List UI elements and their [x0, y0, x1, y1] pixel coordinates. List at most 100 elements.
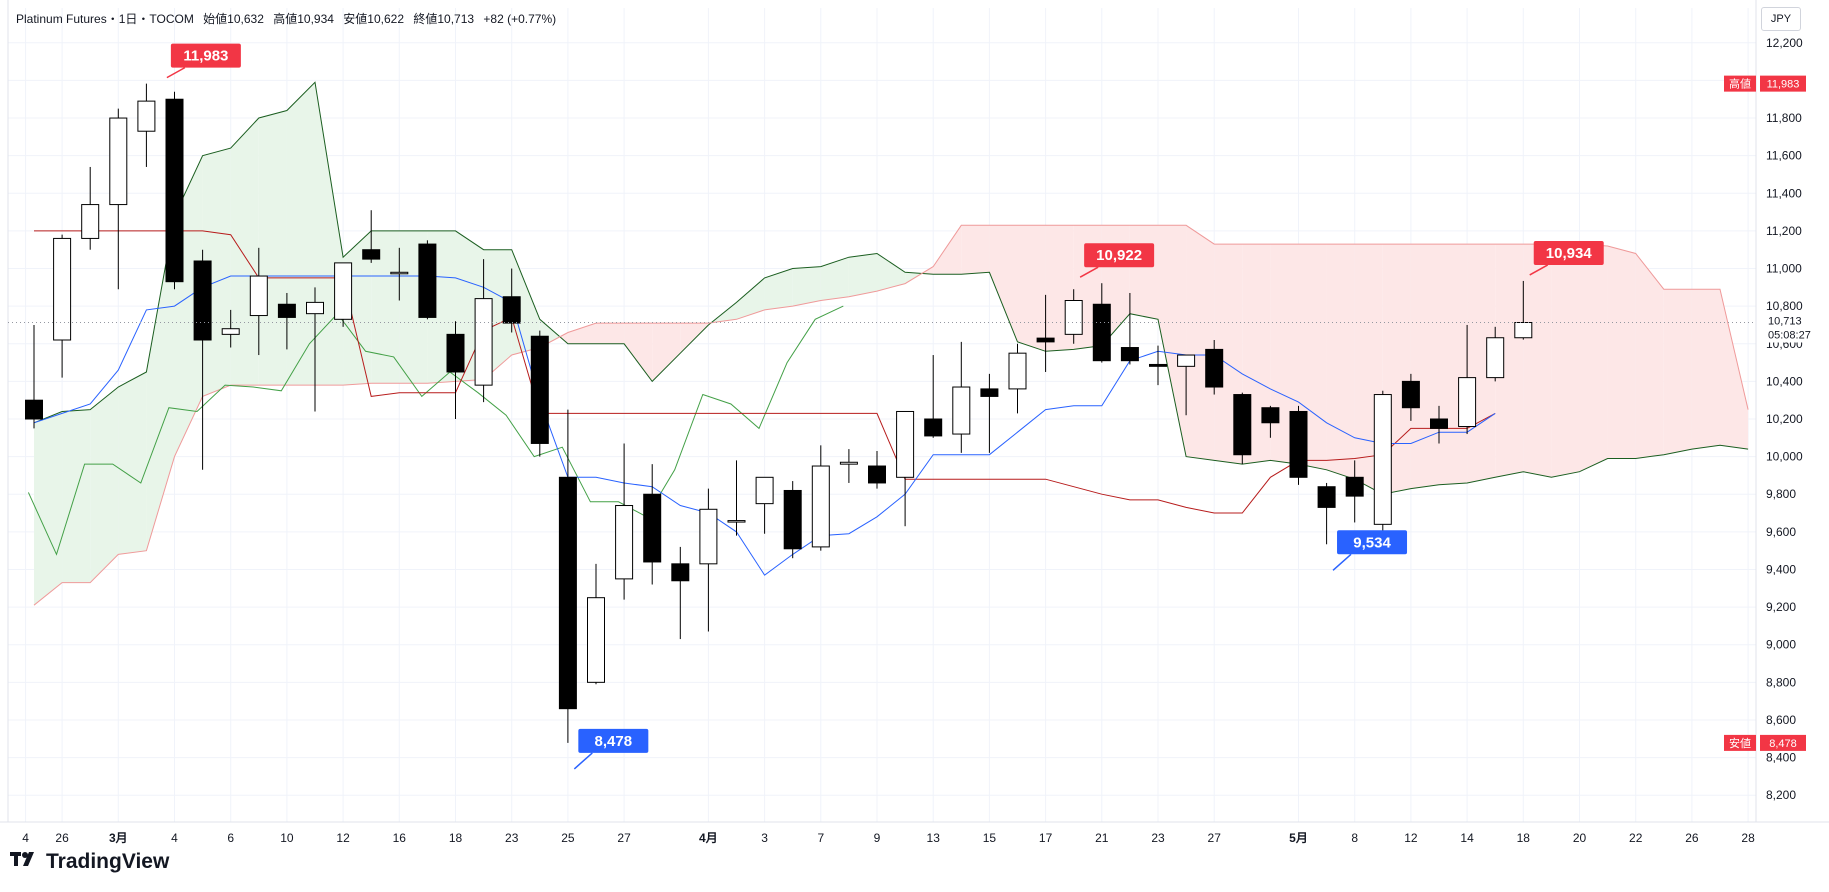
candle	[1514, 280, 1533, 340]
time-tick-label: 8	[1351, 831, 1358, 845]
cloud-fill	[848, 253, 877, 297]
candle	[193, 249, 212, 470]
price-tick-label: 9,200	[1766, 600, 1796, 614]
candle	[1486, 326, 1505, 382]
cloud-fill	[1439, 244, 1468, 485]
candle-body	[277, 303, 296, 318]
candle	[924, 355, 943, 438]
candle-body	[1373, 394, 1392, 525]
callout-leader	[1332, 553, 1352, 571]
open-value: 始値10,632	[203, 12, 264, 26]
candle-body	[615, 505, 634, 580]
candle-body	[643, 493, 662, 563]
candle	[306, 287, 324, 412]
currency-button[interactable]: JPY	[1761, 7, 1801, 31]
time-tick-label: 28	[1741, 831, 1755, 845]
cloud-fill	[624, 323, 653, 382]
time-tick-label: 4	[171, 831, 178, 845]
candle-body	[53, 237, 72, 341]
time-tick-label: 18	[1517, 831, 1531, 845]
callout-box	[1084, 243, 1155, 268]
candle-body	[1205, 348, 1224, 388]
candle	[277, 292, 296, 350]
candle-body	[390, 271, 409, 275]
candle	[390, 247, 409, 301]
candle	[1149, 345, 1167, 386]
callout-box	[1533, 240, 1604, 265]
candle	[53, 234, 72, 378]
time-tick-label: 18	[449, 831, 463, 845]
axis-tag-value: 8,478	[1769, 738, 1797, 750]
candle	[1289, 405, 1308, 485]
candle	[249, 247, 268, 356]
axis-tag-title-box	[1724, 75, 1756, 92]
candle-body	[25, 399, 43, 420]
candle	[25, 324, 43, 429]
candle	[81, 166, 100, 250]
candle-body	[418, 243, 437, 318]
candle-body	[727, 520, 746, 523]
cloud-fill	[1326, 244, 1355, 480]
time-axis[interactable]: 4 26 3月 4 6 10 12 16 18 23 25 27 4月 3 7 9 13 15 17 21 23 27 5月…	[22, 831, 1755, 845]
time-tick-label: 3	[761, 831, 768, 845]
candle-body	[896, 410, 915, 478]
time-tick-label: 4	[22, 831, 29, 845]
candle	[1205, 340, 1224, 395]
candle	[1036, 294, 1055, 372]
cloud-fill	[1720, 289, 1749, 450]
candle-body	[755, 476, 774, 505]
candle-body	[558, 476, 577, 710]
price-tick-label: 11,800	[1766, 111, 1802, 125]
cloud-fill	[596, 323, 625, 344]
price-axis[interactable]: 8,200 8,400 8,600 8,800 9,000 9,200 9,400 9,600…	[1766, 36, 1803, 802]
time-tick-label: 7	[817, 831, 824, 845]
candle-body	[1430, 418, 1448, 429]
last-price-box	[1758, 312, 1818, 343]
candle-body	[924, 418, 943, 437]
candle-body	[137, 100, 156, 132]
high-price-callout: 10,934	[1529, 240, 1604, 276]
price-tick-label: 11,200	[1766, 224, 1802, 238]
time-tick-label: 22	[1629, 831, 1643, 845]
time-tick-label: 27	[617, 831, 631, 845]
candle-body	[1177, 354, 1196, 367]
time-tick-label: 25	[561, 831, 575, 845]
candle	[1430, 405, 1448, 444]
symbol-title[interactable]: Platinum Futures・1日・TOCOM	[16, 12, 194, 26]
time-tick-label: 4月	[699, 831, 718, 845]
axis-price-tag: 高値 11,983	[1724, 75, 1806, 92]
candle	[530, 330, 549, 457]
time-tick-label: 9	[874, 831, 881, 845]
high-value: 高値10,934	[273, 12, 334, 26]
time-tick-label: 13	[927, 831, 941, 845]
brand-logo[interactable]: TradingView	[10, 850, 169, 874]
candle-body	[1092, 303, 1111, 362]
candle-body	[1401, 380, 1420, 409]
cloud-fill	[286, 82, 315, 386]
candle-body	[839, 461, 858, 465]
chart-header: Platinum Futures・1日・TOCOM 始値10,632 高値10,…	[16, 10, 562, 27]
high-price-callout: 11,983	[166, 43, 241, 79]
cloud-fill	[34, 411, 63, 606]
callout-leader	[1079, 266, 1099, 278]
candle-body	[249, 275, 268, 317]
plot-area	[8, 81, 1756, 743]
cloud-fill	[371, 230, 400, 384]
candle	[334, 262, 353, 327]
cloud-fill	[567, 323, 596, 344]
callout-label: 8,478	[595, 733, 633, 750]
cloud-fill	[1129, 225, 1158, 320]
time-tick-label: 12	[1404, 831, 1418, 845]
candle-body	[1514, 322, 1533, 339]
brand-name: TradingView	[46, 850, 170, 873]
time-tick-label: 10	[280, 831, 294, 845]
cloud-fill	[258, 110, 287, 386]
candle	[839, 449, 858, 483]
price-tick-label: 8,800	[1766, 675, 1796, 689]
candle	[109, 108, 128, 290]
cloud-fill	[559, 332, 568, 344]
kijun-sen-line	[34, 230, 1496, 514]
time-tick-label: 26	[55, 831, 69, 845]
time-tick-label: 27	[1208, 831, 1222, 845]
